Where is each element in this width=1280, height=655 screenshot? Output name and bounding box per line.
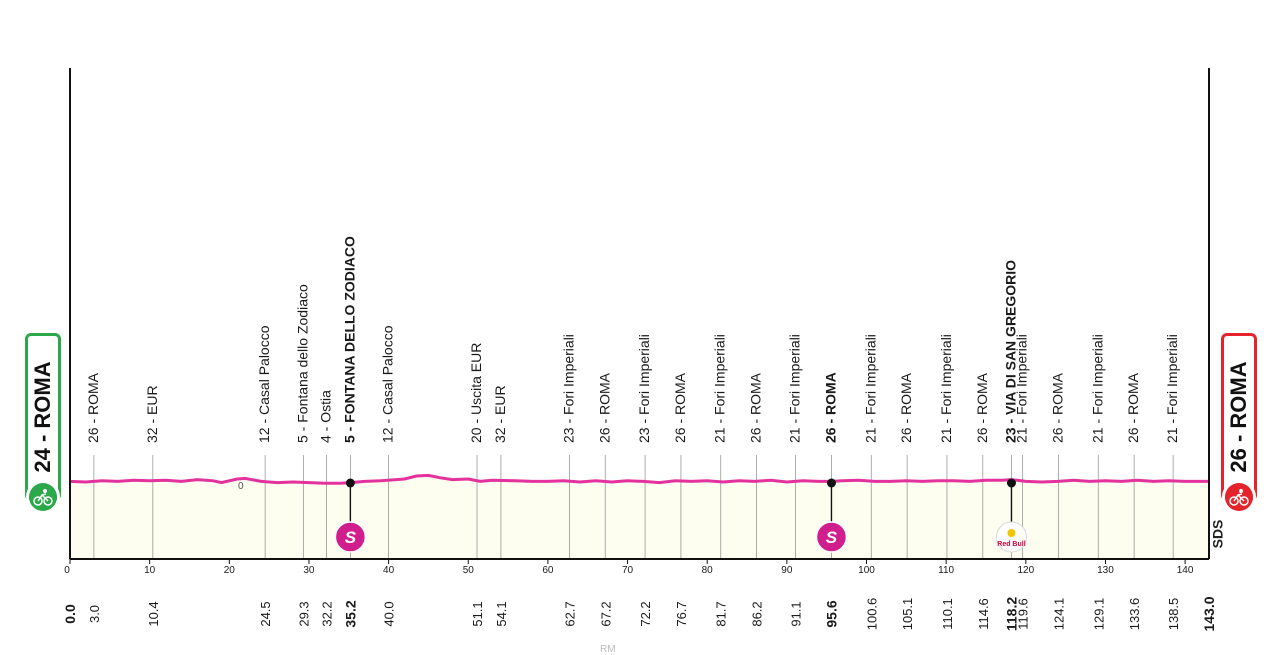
km-label: 3.0 [87, 605, 102, 623]
redbull-label: Red Bull [997, 541, 1025, 548]
waypoint-label: 12 - Casal Palocco [256, 325, 272, 443]
km-label: 86.2 [750, 601, 765, 626]
waypoint-label: 23 - Fori Imperiali [560, 334, 576, 443]
km-label: 0.0 [62, 604, 78, 624]
x-tick-label: 100 [858, 565, 875, 576]
sds-logo: SDS [1210, 520, 1226, 549]
x-tick-label: 50 [463, 565, 475, 576]
extra-label: 0 [238, 481, 244, 492]
waypoint-label: 21 - Fori Imperiali [712, 334, 728, 443]
km-label: 118.2 [1003, 597, 1019, 631]
waypoint-label: 26 - ROMA [974, 372, 990, 443]
sprint-markers: S S Red Bull [334, 478, 1027, 553]
waypoint-label: 4 - Ostia [317, 390, 333, 443]
summit-dot [826, 478, 836, 488]
km-label: 10.4 [146, 601, 161, 626]
x-tick-label: 0 [64, 565, 70, 576]
waypoint-label: 26 - ROMA [1049, 372, 1065, 443]
x-tick-label: 70 [622, 565, 634, 576]
waypoint-label: 23 - VIA DI SAN GREGORIO [1002, 260, 1018, 443]
finish-badge: 26 - ROMA [1221, 333, 1257, 514]
km-label: 119.6 [1016, 598, 1031, 630]
redbull-sun [1007, 529, 1016, 537]
x-tick-label: 140 [1177, 565, 1194, 576]
km-label: 114.6 [976, 598, 991, 630]
finish-badge-label: 26 - ROMA [1226, 361, 1251, 473]
km-label: 129.1 [1091, 598, 1106, 631]
waypoint-label: 20 - Uscita EUR [468, 343, 484, 443]
waypoint-label: 26 - ROMA [1125, 372, 1141, 443]
x-tick-label: 40 [383, 565, 395, 576]
km-label: 133.6 [1127, 598, 1142, 631]
waypoint-label: 21 - Fori Imperiali [1089, 334, 1105, 443]
km-labels: 0.0 3.0 10.4 24.5 29.3 32.2 35.2 40.0 51.1 54.1 62… [62, 596, 1217, 631]
km-label: 72.2 [638, 601, 653, 626]
km-label: 124.1 [1051, 598, 1066, 631]
x-tick-label: 20 [224, 565, 236, 576]
km-label: 29.3 [296, 601, 311, 626]
km-label: 105.1 [900, 598, 915, 631]
x-tick-label: 80 [702, 565, 714, 576]
waypoint-label: 26 - ROMA [85, 372, 101, 443]
waypoint-label: 5 - FONTANA DELLO ZODIACO [341, 236, 357, 443]
waypoint-label: 32 - EUR [144, 385, 160, 443]
x-tick-label: 60 [542, 565, 554, 576]
km-label: 138.5 [1166, 598, 1181, 631]
summit-dot [1006, 478, 1016, 488]
km-label: 35.2 [342, 600, 358, 627]
x-tick-label: 120 [1017, 565, 1034, 576]
cyclist-finish-icon [1222, 480, 1256, 514]
waypoint-label: 21 - Fori Imperiali [1014, 334, 1030, 443]
km-label: 110.1 [940, 598, 955, 630]
waypoint-labels: 26 - ROMA 32 - EUR 12 - Casal Palocco 5 - F… [85, 236, 1180, 443]
waypoint-label: 26 - ROMA [748, 372, 764, 443]
km-label: 95.6 [823, 600, 839, 627]
sds-logo-text: SDS [1210, 520, 1226, 549]
waypoint-label: 26 - ROMA [898, 372, 914, 443]
waypoint-label: 5 - Fontana dello Zodiaco [294, 284, 310, 443]
waypoint-label: 21 - Fori Imperiali [938, 334, 954, 443]
km-label: 143.0 [1201, 596, 1217, 631]
sprint-icon-label: S [345, 528, 357, 547]
cyclist-start-icon [26, 480, 60, 514]
km-label: 81.7 [714, 601, 729, 626]
waypoint-label: 12 - Casal Palocco [380, 325, 396, 443]
waypoint-label: 21 - Fori Imperiali [862, 334, 878, 443]
waypoint-leader-lines [93, 455, 1174, 559]
x-tick-label: 110 [938, 565, 954, 576]
km-label: 62.7 [562, 601, 577, 626]
summit-dot [345, 478, 355, 488]
km-label: 67.2 [598, 601, 613, 626]
km-label: 91.1 [789, 601, 804, 626]
x-axis-ticks: 0 10 20 30 40 50 60 70 80 90 100 110 120 130 140 [64, 559, 1194, 576]
waypoint-label: 26 - ROMA [596, 372, 612, 443]
x-tick-label: 90 [781, 565, 793, 576]
sprint-icon [815, 521, 848, 553]
km-label: 51.1 [470, 601, 485, 626]
start-badge-label: 24 - ROMA [30, 361, 55, 473]
x-tick-label: 130 [1097, 565, 1114, 576]
sprint-icon-label: S [826, 528, 838, 547]
km-label: 40.0 [382, 601, 397, 626]
km-label: 32.2 [319, 601, 334, 626]
km-label: 76.7 [674, 601, 689, 626]
waypoint-label: 26 - ROMA [822, 372, 838, 443]
waypoint-label: 32 - EUR [492, 385, 508, 443]
sprint-icon [334, 521, 367, 553]
profile-line [69, 473, 1209, 485]
km-label: 100.6 [864, 598, 879, 631]
km-label: 24.5 [258, 601, 273, 626]
x-tick-label: 30 [303, 565, 315, 576]
waypoint-label: 21 - Fori Imperiali [1164, 334, 1180, 443]
watermark: RM [600, 644, 616, 655]
waypoint-label: 21 - Fori Imperiali [787, 334, 803, 443]
start-badge: 24 - ROMA [25, 333, 61, 514]
waypoint-label: 26 - ROMA [672, 372, 688, 443]
waypoint-label: 23 - Fori Imperiali [636, 334, 652, 443]
x-tick-label: 10 [144, 565, 156, 576]
km-label: 54.1 [494, 601, 509, 626]
